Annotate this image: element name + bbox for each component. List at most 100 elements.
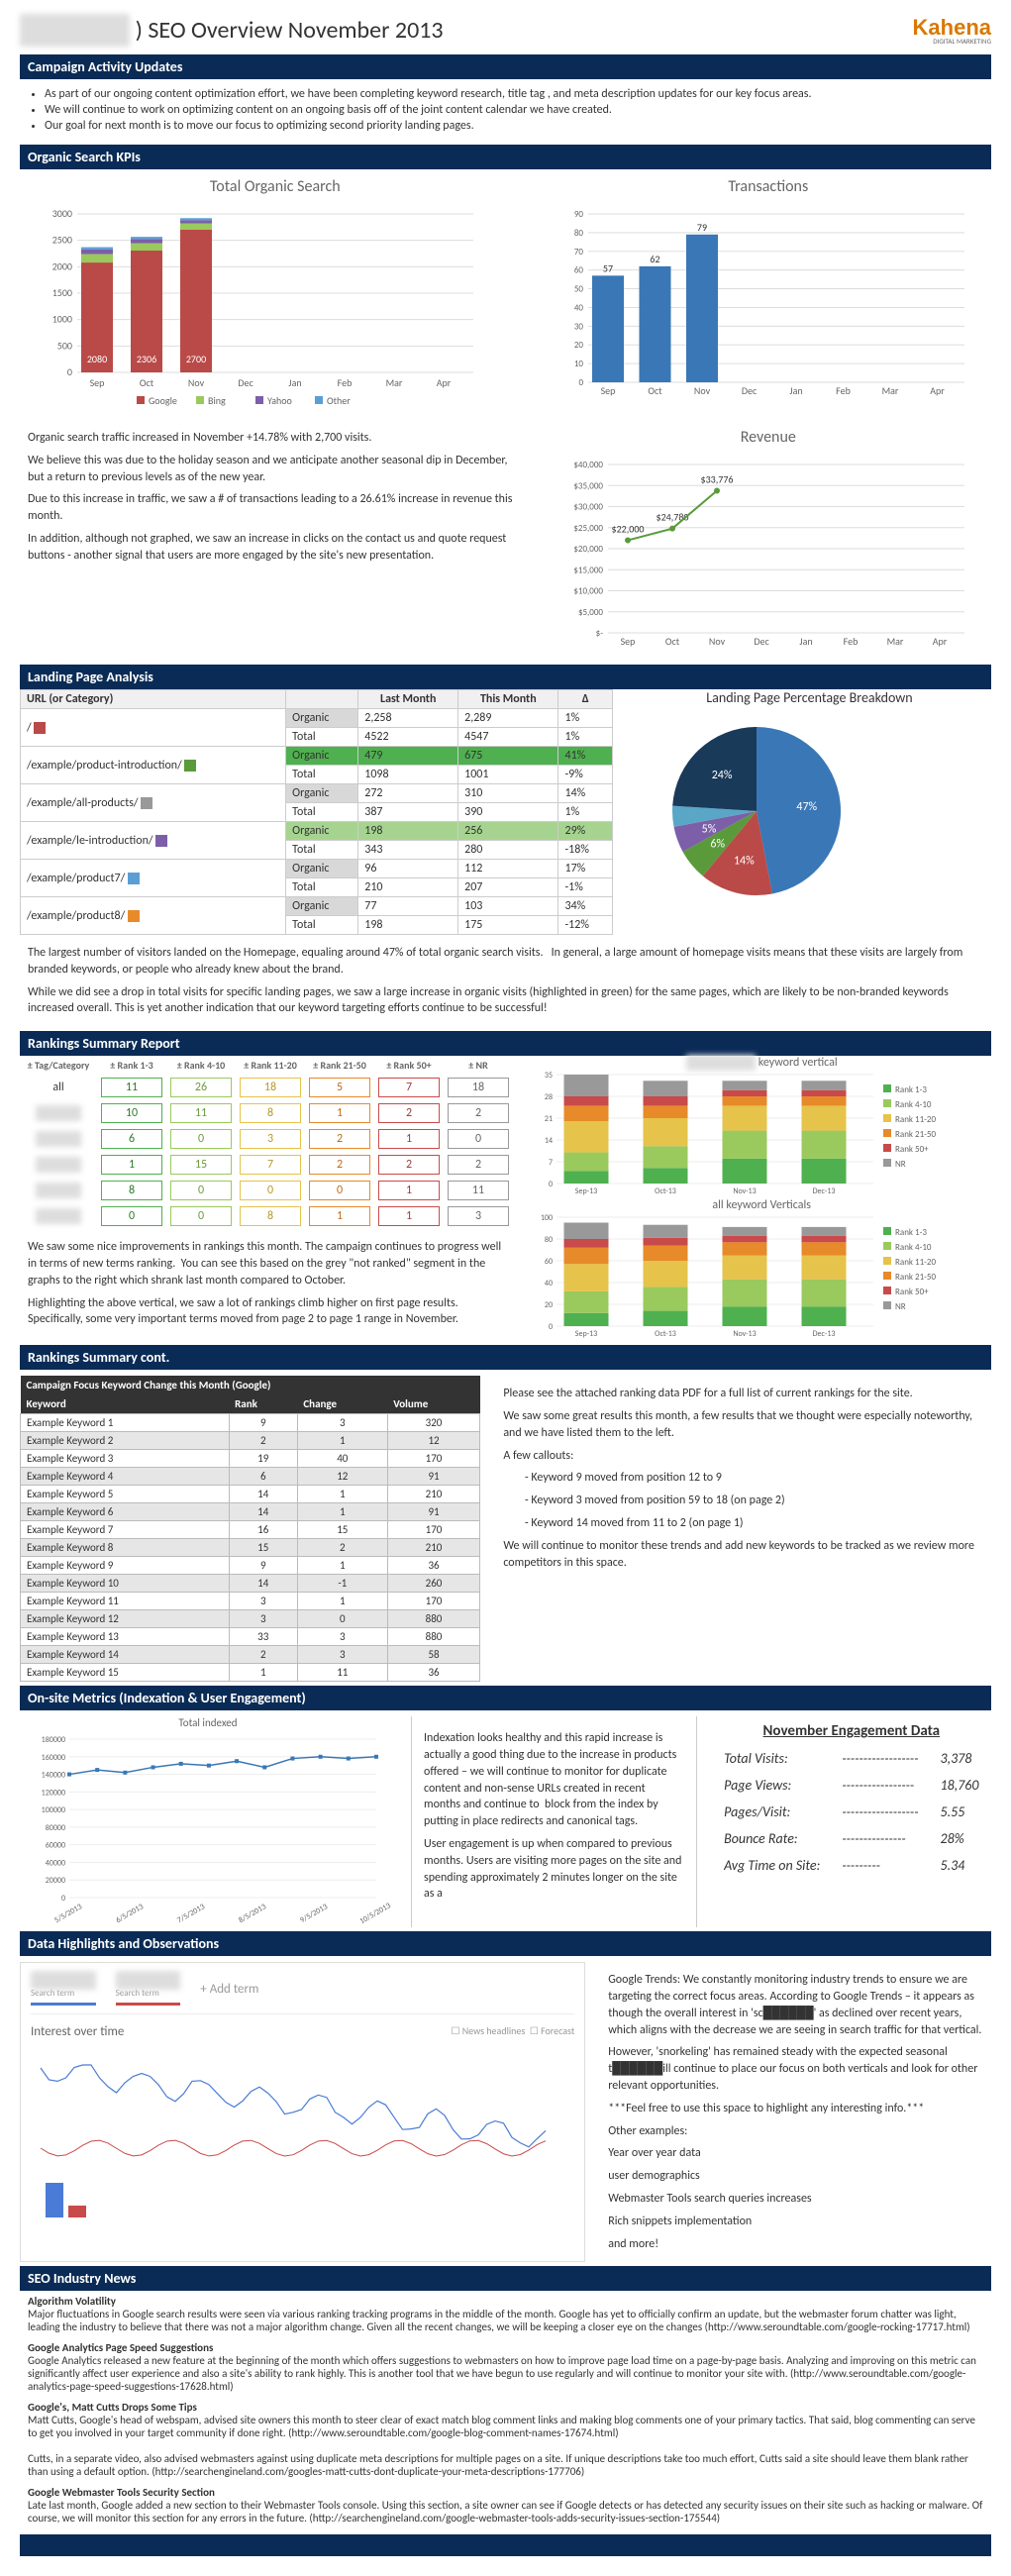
svg-text:40: 40 [545,1279,553,1288]
svg-text:40000: 40000 [46,1859,65,1869]
svg-text:180000: 180000 [42,1735,65,1745]
svg-text:5%: 5% [702,822,717,836]
svg-text:160000: 160000 [42,1753,65,1763]
svg-text:14%: 14% [734,854,755,868]
svg-text:0: 0 [61,1894,65,1904]
svg-text:10: 10 [573,359,583,369]
svg-text:0: 0 [549,1322,553,1332]
svg-text:2080: 2080 [87,353,107,365]
section-highlights: Data Highlights and Observations [20,1931,991,1956]
svg-text:70: 70 [573,247,583,258]
svg-text:Oct-13: Oct-13 [655,1186,676,1196]
svg-text:5/5/2013: 5/5/2013 [52,1902,83,1925]
svg-text:2306: 2306 [137,353,156,365]
svg-text:Mar: Mar [386,376,403,389]
svg-text:Other: Other [327,394,351,407]
svg-text:100: 100 [541,1213,553,1223]
svg-text:28: 28 [545,1092,553,1102]
svg-text:47%: 47% [796,800,817,814]
svg-text:Rank 21-50: Rank 21-50 [895,1272,936,1283]
svg-text:7: 7 [549,1158,553,1168]
svg-text:21: 21 [545,1114,553,1124]
svg-text:2000: 2000 [52,259,72,272]
svg-text:0: 0 [578,377,583,388]
organic-text: Organic search traffic increased in Nove… [20,420,531,661]
chart-transactions: Transactions 0102030405060708090SepOctNo… [546,169,991,420]
engagement-table: November Engagement Data Total Visits:--… [712,1716,990,1880]
logo: Kahena DIGITAL MARKETING [913,15,991,46]
svg-text:Rank 50+: Rank 50+ [895,1144,929,1155]
svg-text:Nov-13: Nov-13 [734,1329,757,1339]
onsite-text: Indexation looks healthy and this rapid … [411,1716,697,1927]
svg-text:Mar: Mar [886,635,903,648]
svg-text:Rank 11-20: Rank 11-20 [895,1114,936,1125]
rank-table: ± Tag/Category± Rank 1-3± Rank 4-10± Ran… [20,1056,513,1229]
header: xxx ) SEO Overview November 2013 Kahena … [20,10,991,51]
svg-text:Google: Google [149,394,177,407]
svg-text:1000: 1000 [52,313,72,326]
trends-widget: xSearch term xSearch term + Add term Int… [20,1962,585,2262]
kw-table: Campaign Focus Keyword Change this Month… [20,1376,480,1682]
landing-text: The largest number of visitors landed on… [20,935,991,1027]
svg-text:$22,000: $22,000 [611,523,644,536]
svg-text:35: 35 [545,1071,553,1081]
svg-text:Oct: Oct [648,384,662,397]
svg-text:2500: 2500 [52,234,72,247]
svg-text:NR: NR [895,1301,906,1312]
svg-text:20: 20 [545,1300,553,1310]
svg-text:80: 80 [573,228,583,239]
svg-text:Jan: Jan [288,376,301,389]
rankings-text: We saw some nice improvements in ranking… [20,1229,517,1338]
svg-text:Rank 50+: Rank 50+ [895,1287,929,1297]
svg-text:6/5/2013: 6/5/2013 [114,1902,145,1925]
svg-text:$20,000: $20,000 [573,544,603,555]
pie-chart: Landing Page Percentage Breakdown 47%14%… [628,689,991,910]
svg-text:Nov: Nov [708,635,725,648]
svg-text:1500: 1500 [52,286,72,299]
svg-text:30: 30 [573,321,583,332]
svg-text:2700: 2700 [186,353,206,365]
svg-text:3000: 3000 [52,207,72,220]
svg-text:Apr: Apr [932,635,947,648]
svg-text:50: 50 [573,284,583,295]
page-title: xxx ) SEO Overview November 2013 [20,16,444,45]
svg-text:7/5/2013: 7/5/2013 [175,1902,206,1925]
svg-text:Nov: Nov [693,384,710,397]
kw-text: Please see the attached ranking data PDF… [495,1376,991,1682]
svg-text:$33,776: $33,776 [700,472,733,485]
svg-text:Feb: Feb [836,384,851,397]
svg-text:79: 79 [697,221,707,234]
svg-text:60000: 60000 [46,1841,65,1851]
svg-text:Dec: Dec [238,376,253,389]
svg-text:100000: 100000 [42,1805,65,1815]
svg-text:$-: $- [595,628,603,639]
svg-text:60: 60 [545,1257,553,1267]
svg-text:Yahoo: Yahoo [267,394,292,407]
svg-text:0: 0 [67,365,72,378]
svg-text:6%: 6% [710,838,725,852]
svg-text:Apr: Apr [930,384,945,397]
svg-text:20: 20 [573,340,583,351]
footer-bar [20,2534,991,2556]
svg-text:24%: 24% [712,769,733,782]
svg-text:60: 60 [573,265,583,276]
section-landing: Landing Page Analysis [20,665,991,689]
svg-text:Dec: Dec [754,635,769,648]
svg-text:Rank 11-20: Rank 11-20 [895,1257,936,1268]
svg-text:Jan: Jan [799,635,812,648]
svg-text:Sep: Sep [600,384,615,397]
svg-text:8/5/2013: 8/5/2013 [237,1902,267,1925]
highlights-text: Google Trends: We constantly monitoring … [600,1962,991,2262]
svg-text:Rank 1-3: Rank 1-3 [895,1084,927,1095]
svg-text:Oct: Oct [140,376,154,389]
svg-text:$40,000: $40,000 [573,460,603,470]
svg-text:Sep-13: Sep-13 [575,1329,597,1339]
section-onsite: On-site Metrics (Indexation & User Engag… [20,1686,991,1710]
svg-text:Feb: Feb [843,635,858,648]
svg-text:Dec-13: Dec-13 [813,1329,836,1339]
svg-text:Sep-13: Sep-13 [575,1186,597,1196]
svg-text:80000: 80000 [46,1823,65,1833]
add-term-button[interactable]: + Add term [200,1982,258,1997]
section-rankings2: Rankings Summary cont. [20,1345,991,1370]
svg-text:Rank 1-3: Rank 1-3 [895,1227,927,1238]
